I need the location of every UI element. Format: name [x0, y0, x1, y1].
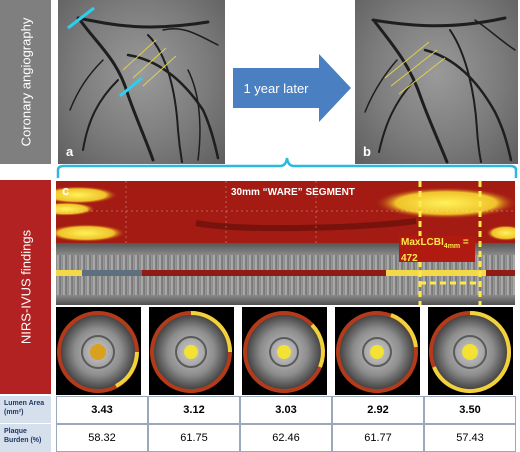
- cross-section-1: [56, 307, 141, 395]
- time-arrow-head: [319, 54, 351, 122]
- angiography-label-text: Coronary angiography: [18, 17, 33, 147]
- time-arrow-label: 1 year later: [243, 80, 309, 96]
- time-arrow: [233, 68, 319, 108]
- cross-section-1-image: [57, 311, 139, 393]
- lumen-area-cell-1: 3.43: [56, 396, 148, 424]
- ivus-bottom-band: [56, 295, 515, 305]
- block-chemogram-gray: [82, 270, 142, 276]
- panel-a-letter: a: [66, 144, 74, 159]
- lumen-area-cell-4: 2.92: [332, 396, 424, 424]
- segment-brace: [56, 157, 518, 178]
- maxlcbi-value: 472: [401, 253, 418, 264]
- lumen-area-label: Lumen Area (mm²): [0, 396, 51, 423]
- angiogram-panel-a: a: [58, 0, 225, 164]
- cross-section-4: [335, 307, 420, 395]
- block-chemogram-yellow-right: [386, 270, 486, 276]
- lumen-area-cell-3: 3.03: [240, 396, 332, 424]
- maxlcbi-equals: =: [460, 237, 469, 248]
- maxlcbi-box: MaxLCBI4mm = 472: [399, 236, 475, 264]
- lumen-area-cell-5: 3.50: [424, 396, 516, 424]
- panel-b-letter: b: [363, 144, 371, 159]
- plaque-burden-cell-2: 61.75: [148, 424, 240, 452]
- maxlcbi-prefix: MaxLCBI: [401, 237, 444, 248]
- cross-section-3-image: [243, 311, 325, 393]
- plaque-burden-label: Plaque Burden (%): [0, 424, 51, 452]
- plaque-burden-cell-4: 61.77: [332, 424, 424, 452]
- cross-section-2-image: [150, 311, 232, 393]
- cross-section-3: [242, 307, 327, 395]
- plaque-burden-cell-1: 58.32: [56, 424, 148, 452]
- measurements-table: Lumen Area (mm²) Plaque Burden (%) 3.43 …: [0, 396, 520, 452]
- cross-section-5-image: [429, 311, 511, 393]
- angiogram-panel-b: b: [355, 0, 518, 164]
- cross-section-2: [149, 307, 234, 395]
- ivus-cross-sections: [56, 307, 515, 395]
- cross-section-4-image: [336, 311, 418, 393]
- block-chemogram-bar: [56, 270, 515, 276]
- angiogram-a-vessels: [67, 6, 220, 163]
- block-chemogram-yellow-left: [56, 270, 82, 276]
- angiogram-b-vessels: [364, 16, 516, 164]
- lumen-area-cell-2: 3.12: [148, 396, 240, 424]
- maxlcbi-subscript: 4mm: [443, 243, 461, 250]
- plaque-burden-cell-5: 57.43: [424, 424, 516, 452]
- angiography-side-label: Coronary angiography: [0, 0, 51, 164]
- panel-c-letter: c: [62, 183, 70, 198]
- segment-title: 30mm “WARE” SEGMENT: [231, 187, 355, 198]
- cross-section-5: [428, 307, 513, 395]
- plaque-burden-cell-3: 62.46: [240, 424, 332, 452]
- nirs-ivus-label-text: NIRS-IVUS findings: [18, 229, 33, 345]
- nirs-ivus-side-label: NIRS-IVUS findings: [0, 180, 51, 394]
